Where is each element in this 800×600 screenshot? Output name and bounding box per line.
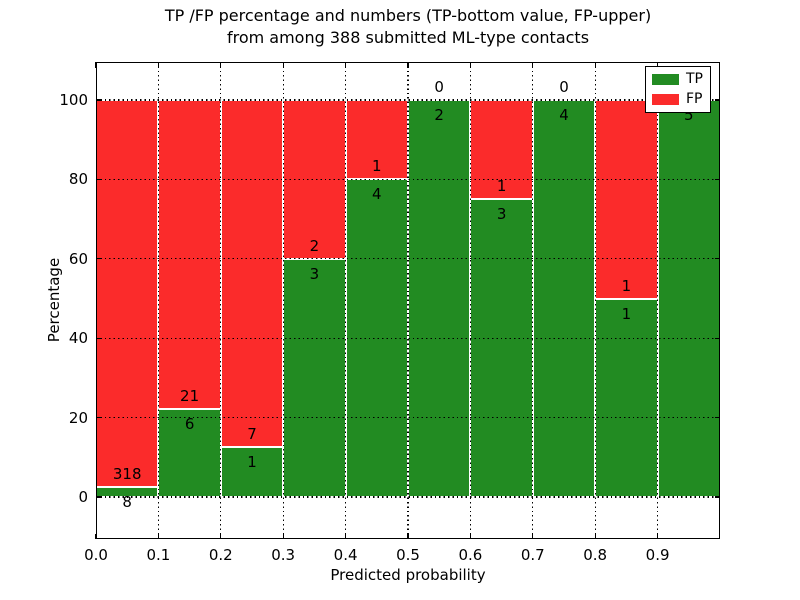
fp-count-label: 2 xyxy=(309,236,320,255)
tp-count-label: 4 xyxy=(372,185,382,204)
x-tick-label: 0.3 xyxy=(271,546,296,564)
fp-count-label: 0 xyxy=(559,78,569,96)
y-tick-label: 60 xyxy=(68,249,88,268)
tp-count-label: 6 xyxy=(184,414,195,433)
fp-count-label: 1 xyxy=(621,276,632,295)
fp-count-label: 318 xyxy=(112,465,142,484)
y-tick-label: 20 xyxy=(68,408,88,427)
tp-count-label: 1 xyxy=(247,453,257,472)
chart-title: TP /FP percentage and numbers (TP-bottom… xyxy=(96,5,720,49)
bars-layer xyxy=(96,62,720,539)
tp-count-label: 2 xyxy=(434,106,444,124)
x-tick-label: 0.1 xyxy=(146,546,171,564)
tp-count-label: 5 xyxy=(684,106,694,124)
x-tick-label: 0.8 xyxy=(583,546,608,564)
tp-count-label: 8 xyxy=(122,493,132,512)
fp-count-label: 7 xyxy=(247,425,257,444)
tp-count-label: 1 xyxy=(621,304,632,323)
fp-count-label: 21 xyxy=(180,386,200,405)
chart-title-line2: from among 388 submitted ML-type contact… xyxy=(226,28,590,47)
fp-legend-swatch xyxy=(652,94,679,105)
x-tick-label: 0.9 xyxy=(645,546,670,564)
legend-box: TP FP xyxy=(645,66,711,113)
fp-count-label: 1 xyxy=(372,157,382,176)
tp-legend-swatch xyxy=(652,74,679,85)
legend-entry-label: FP xyxy=(686,91,703,107)
x-tick-label: 0.0 xyxy=(84,546,108,564)
y-tick-label: 40 xyxy=(68,329,88,348)
x-tick-label: 0.6 xyxy=(458,546,483,564)
tp-bar-segment xyxy=(532,100,596,497)
x-tick-label: 0.5 xyxy=(396,546,420,564)
y-tick-label: 0 xyxy=(78,488,88,506)
fp-count-label: 1 xyxy=(496,177,507,196)
legend-entry-label: TP xyxy=(686,71,703,87)
bar-labels-layer: 31882167123140213041105 xyxy=(96,62,720,539)
tp-count-label: 3 xyxy=(496,205,507,224)
x-tick-label: 0.4 xyxy=(333,546,358,564)
x-tick-label: 0.7 xyxy=(520,546,545,564)
legend-entry: TP xyxy=(652,72,703,87)
tp-count-label: 4 xyxy=(559,106,569,124)
fp-bar-segment xyxy=(595,100,658,299)
tp-bar-segment xyxy=(470,199,533,497)
tp-count-label: 3 xyxy=(309,264,320,283)
fp-bar-segment xyxy=(345,100,408,180)
chart-title-line1: TP /FP percentage and numbers (TP-bottom… xyxy=(164,6,652,25)
y-axis-label: Percentage xyxy=(45,257,63,343)
x-axis-label: Predicted probability xyxy=(330,566,486,584)
legend-entry: FP xyxy=(652,92,703,107)
tp-bar-segment xyxy=(595,298,658,497)
x-tick-label: 0.2 xyxy=(208,546,233,564)
tp-bar-segment xyxy=(283,258,346,497)
y-tick-label: 80 xyxy=(68,170,88,189)
y-tick-label: 100 xyxy=(59,91,88,109)
fp-count-label: 0 xyxy=(434,78,444,96)
